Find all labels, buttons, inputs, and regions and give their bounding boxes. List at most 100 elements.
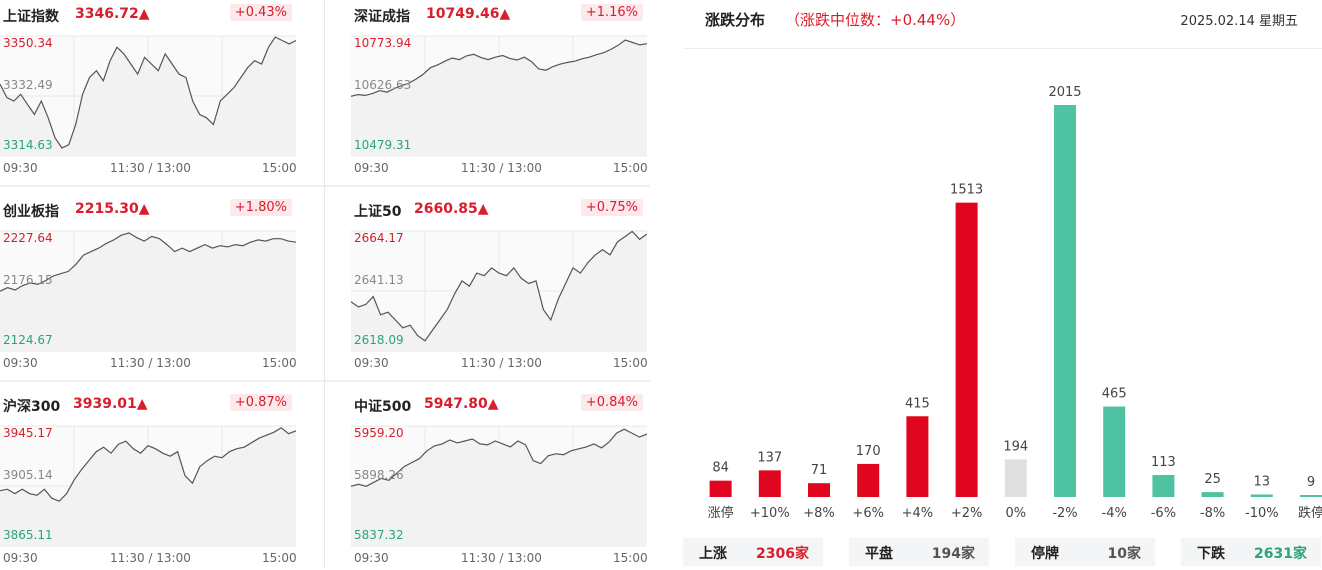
y-low-label: 3314.63	[3, 138, 53, 152]
summary-value: 194家	[931, 546, 975, 562]
median-change-subtitle: （涨跌中位数：+0.44%）	[785, 11, 966, 29]
bar-category-label: -4%	[1102, 506, 1127, 521]
intraday-line-svg	[351, 35, 647, 157]
summary-label: 下跌	[1197, 546, 1225, 562]
index-value: 3939.01▲	[73, 396, 148, 412]
index-value: 2215.30▲	[75, 201, 150, 217]
distribution-bar	[1300, 495, 1322, 497]
index-change-badge: +0.84%	[580, 394, 643, 411]
distribution-bar	[1152, 475, 1175, 497]
x-start-label: 09:30	[3, 551, 38, 565]
x-start-label: 09:30	[354, 161, 389, 175]
bar-value-label: 415	[905, 396, 930, 411]
bar-value-label: 1513	[950, 183, 983, 198]
bar-value-label: 113	[1151, 455, 1176, 470]
index-panel-shanghai[interactable]: 上证指数 3346.72▲ +0.43% 3350.34 3332.49 331…	[0, 0, 297, 180]
intraday-chart: 5959.20 5898.26 5837.32 09:30 11:30 / 13…	[351, 420, 648, 565]
x-start-label: 09:30	[354, 356, 389, 370]
index-panel-csi500[interactable]: 中证500 5947.80▲ +0.84% 5959.20 5898.26 58…	[351, 390, 648, 570]
y-mid-label: 2641.13	[354, 273, 404, 287]
x-end-label: 15:00	[262, 161, 297, 175]
x-mid-label: 11:30 / 13:00	[461, 551, 542, 565]
x-end-label: 15:00	[262, 551, 297, 565]
x-start-label: 09:30	[3, 161, 38, 175]
y-high-label: 2664.17	[354, 231, 404, 245]
row-divider	[0, 185, 650, 187]
distribution-bar	[1103, 406, 1126, 497]
index-change-badge: +0.87%	[229, 394, 292, 411]
y-high-label: 3945.17	[3, 426, 53, 440]
price-area	[0, 427, 296, 546]
bar-value-label: 13	[1254, 474, 1271, 489]
trade-date: 2025.02.14 星期五	[1180, 14, 1298, 29]
y-mid-label: 5898.26	[354, 468, 404, 482]
bar-category-label: 0%	[1005, 506, 1026, 521]
y-high-label: 5959.20	[354, 426, 404, 440]
bar-category-label: -2%	[1052, 506, 1077, 521]
panel-header: 创业板指 2215.30▲ +1.80%	[0, 195, 296, 225]
intraday-chart: 3945.17 3905.14 3865.11 09:30 11:30 / 13…	[0, 420, 297, 565]
panel-header: 深证成指 10749.46▲ +1.16%	[351, 0, 647, 30]
index-change-badge: +0.75%	[580, 199, 643, 216]
index-name: 创业板指	[3, 204, 59, 220]
index-name: 深证成指	[354, 9, 410, 25]
distribution-bar-chart: 84 涨停 137 +10% 71 +8% 170 +6% 415 +4% 1513 +2% 194 0%…	[708, 85, 1322, 521]
bar-value-label: 170	[856, 444, 881, 459]
bar-category-label: +4%	[902, 506, 934, 521]
y-mid-label: 10626.63	[354, 78, 412, 92]
bar-category-label: -6%	[1151, 506, 1176, 521]
index-change-badge: +1.80%	[229, 199, 292, 216]
price-line	[0, 427, 296, 502]
bar-category-label: +10%	[750, 506, 790, 521]
intraday-line-svg	[0, 35, 296, 157]
distribution-bar	[758, 470, 781, 497]
x-end-label: 15:00	[613, 356, 648, 370]
index-panel-csi300[interactable]: 沪深300 3939.01▲ +0.87% 3945.17 3905.14 38…	[0, 390, 297, 570]
price-line	[351, 428, 647, 487]
price-area	[351, 429, 647, 546]
index-panel-chinext[interactable]: 创业板指 2215.30▲ +1.80% 2227.64 2176.15 212…	[0, 195, 297, 375]
bar-value-label: 194	[1003, 439, 1028, 454]
intraday-chart: 10773.94 10626.63 10479.31 09:30 11:30 /…	[351, 30, 648, 175]
index-name: 中证500	[354, 399, 412, 415]
distribution-bar	[709, 480, 732, 497]
intraday-line-svg	[351, 425, 647, 547]
index-panel-shenzhen[interactable]: 深证成指 10749.46▲ +1.16% 10773.94 10626.63 …	[351, 0, 648, 180]
summary-value: 10家	[1107, 546, 1141, 562]
price-area	[351, 40, 647, 156]
y-mid-label: 2176.15	[3, 273, 53, 287]
y-high-label: 10773.94	[354, 36, 412, 50]
bar-category-label: -8%	[1200, 506, 1225, 521]
summary-flat: 平盘 194家	[849, 538, 989, 566]
bar-value-label: 25	[1204, 472, 1221, 487]
bar-value-label: 9	[1307, 475, 1315, 490]
bar-value-label: 137	[757, 450, 782, 465]
x-mid-label: 11:30 / 13:00	[110, 161, 191, 175]
bar-category-label: 涨停	[708, 505, 734, 521]
distribution-bar	[906, 416, 929, 497]
bar-category-label: +2%	[951, 506, 983, 521]
summary-label: 平盘	[865, 546, 893, 562]
index-value: 3346.72▲	[75, 6, 150, 22]
panel-header: 中证500 5947.80▲ +0.84%	[351, 390, 647, 420]
index-change-badge: +0.43%	[229, 4, 292, 21]
bar-value-label: 2015	[1048, 85, 1081, 100]
summary-down: 下跌 2631家	[1181, 538, 1321, 566]
y-low-label: 3865.11	[3, 528, 53, 542]
index-name: 上证指数	[3, 9, 59, 25]
index-value: 10749.46▲	[426, 6, 511, 22]
distribution-bar	[1054, 105, 1076, 497]
intraday-line-svg	[351, 230, 647, 352]
y-mid-label: 3905.14	[3, 468, 53, 482]
index-panel-sse50[interactable]: 上证50 2660.85▲ +0.75% 2664.17 2641.13 261…	[351, 195, 648, 375]
distribution-bar	[1250, 494, 1273, 497]
summary-suspended: 停牌 10家	[1015, 538, 1155, 566]
x-start-label: 09:30	[3, 356, 38, 370]
row-divider	[0, 380, 650, 382]
intraday-chart: 2227.64 2176.15 2124.67 09:30 11:30 / 13…	[0, 225, 297, 370]
x-mid-label: 11:30 / 13:00	[110, 356, 191, 370]
bar-category-label: -10%	[1245, 506, 1279, 521]
intraday-chart: 2664.17 2641.13 2618.09 09:30 11:30 / 13…	[351, 225, 648, 370]
distribution-bar	[955, 202, 978, 497]
intraday-line-svg	[0, 230, 296, 352]
